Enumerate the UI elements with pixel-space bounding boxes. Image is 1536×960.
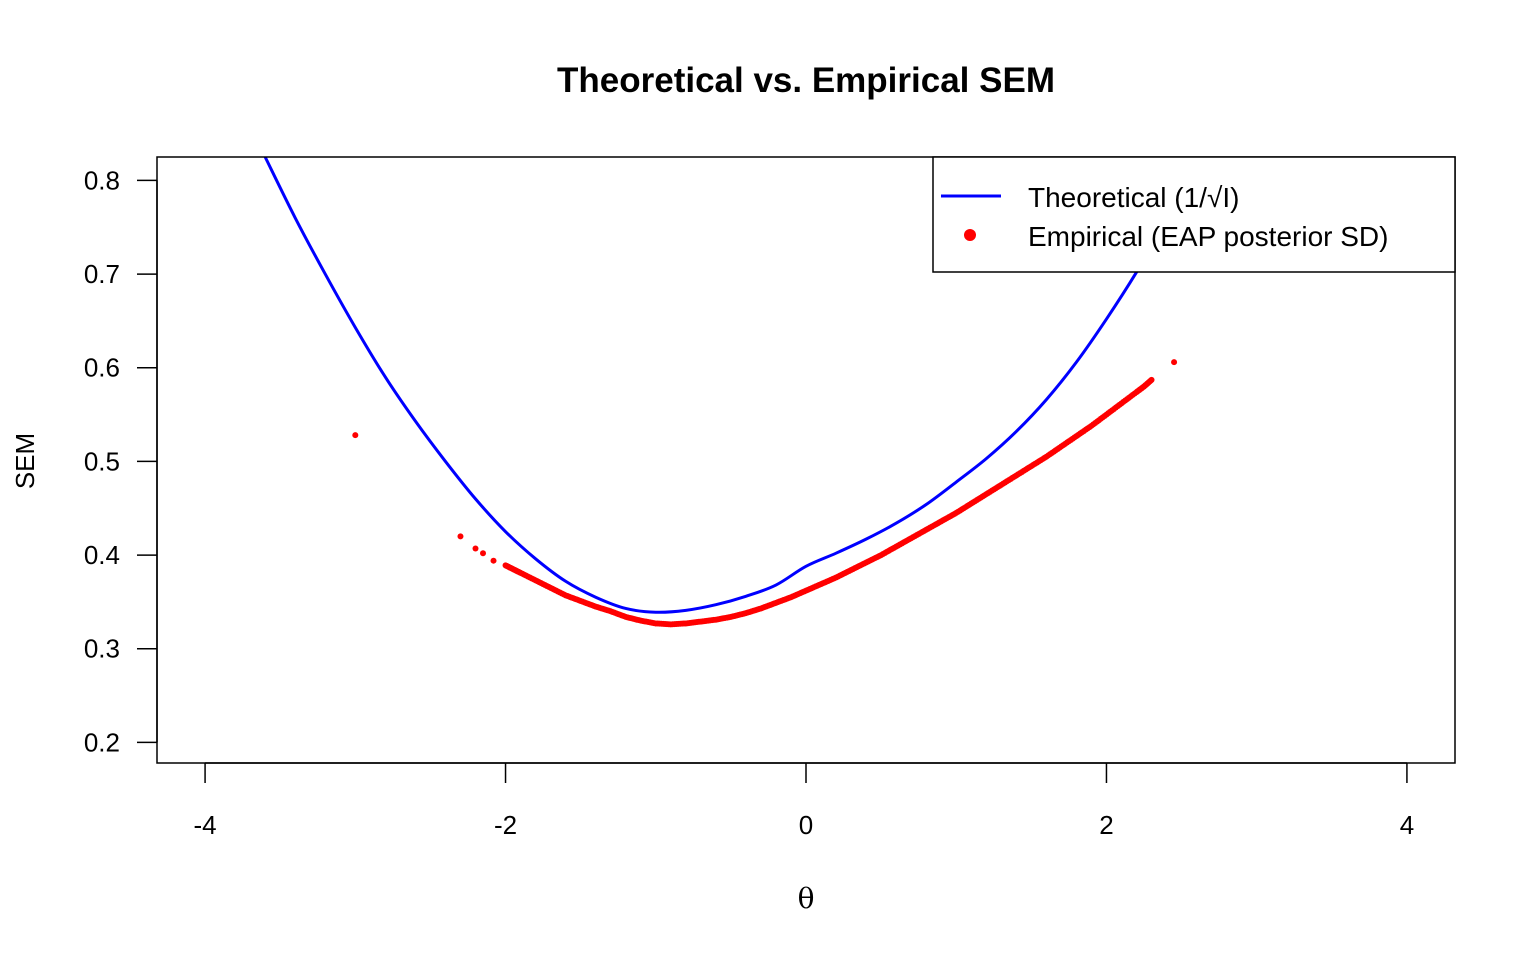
x-tick-label: 4 [1400,810,1414,840]
x-tick-label: 2 [1099,810,1113,840]
x-axis: -4 -2 0 2 4 [194,762,1414,840]
empirical-point [472,545,479,552]
y-tick-label: 0.5 [84,446,120,476]
empirical-point [480,550,487,557]
y-axis-label: SEM [10,433,40,489]
legend-label-theoretical: Theoretical (1/√I) [1028,182,1239,213]
empirical-point [352,432,359,439]
chart-title: Theoretical vs. Empirical SEM [557,61,1055,100]
x-tick-label: -2 [494,810,517,840]
y-tick-label: 0.8 [84,165,120,195]
legend-label-empirical: Empirical (EAP posterior SD) [1028,221,1388,252]
empirical-point [1148,376,1155,383]
y-axis: 0.2 0.3 0.4 0.5 0.6 0.7 0.8 [84,165,158,757]
y-tick-label: 0.6 [84,353,120,383]
x-tick-label: 0 [799,810,813,840]
empirical-point [457,533,464,540]
empirical-point [490,557,497,564]
theoretical-line [263,157,1198,614]
y-tick-label: 0.7 [84,259,120,289]
legend-point-empirical [964,229,976,241]
legend-box [932,156,1456,273]
y-tick-label: 0.4 [84,540,120,570]
legend: Theoretical (1/√I) Empirical (EAP poster… [932,156,1456,273]
y-tick-label: 0.3 [84,634,120,664]
x-axis-label: θ [798,882,815,915]
empirical-point [1171,359,1178,366]
y-tick-label: 0.2 [84,727,120,757]
x-tick-label: -4 [194,810,217,840]
